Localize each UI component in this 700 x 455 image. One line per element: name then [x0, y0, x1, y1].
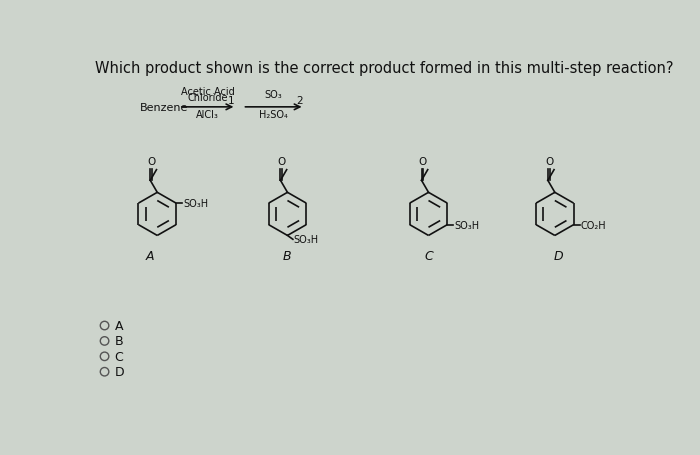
Text: O: O	[419, 157, 427, 167]
Text: H₂SO₄: H₂SO₄	[259, 110, 288, 120]
Text: 1: 1	[228, 96, 235, 106]
Text: O: O	[147, 157, 155, 167]
Circle shape	[100, 352, 108, 361]
Circle shape	[100, 337, 108, 345]
Text: D: D	[554, 250, 564, 263]
Text: O: O	[277, 157, 286, 167]
Text: Chloride: Chloride	[188, 93, 228, 103]
Text: CO₂H: CO₂H	[580, 220, 606, 230]
Text: D: D	[115, 365, 125, 379]
Text: O: O	[545, 157, 553, 167]
Text: B: B	[115, 335, 123, 348]
Text: 2: 2	[296, 96, 303, 106]
Text: Which product shown is the correct product formed in this multi-step reaction?: Which product shown is the correct produ…	[95, 61, 673, 76]
Text: Benzene: Benzene	[140, 103, 188, 112]
Text: Acetic Acid: Acetic Acid	[181, 87, 234, 97]
Text: SO₃H: SO₃H	[454, 220, 480, 230]
Text: AlCl₃: AlCl₃	[196, 110, 219, 120]
Text: SO₃: SO₃	[265, 90, 282, 100]
Text: B: B	[283, 250, 292, 263]
Circle shape	[100, 322, 108, 330]
Text: C: C	[424, 250, 433, 263]
Text: C: C	[115, 350, 123, 363]
Text: SO₃H: SO₃H	[294, 235, 318, 245]
Text: A: A	[146, 250, 154, 263]
Text: A: A	[115, 319, 123, 332]
Circle shape	[100, 368, 108, 376]
Text: SO₃H: SO₃H	[183, 199, 208, 209]
